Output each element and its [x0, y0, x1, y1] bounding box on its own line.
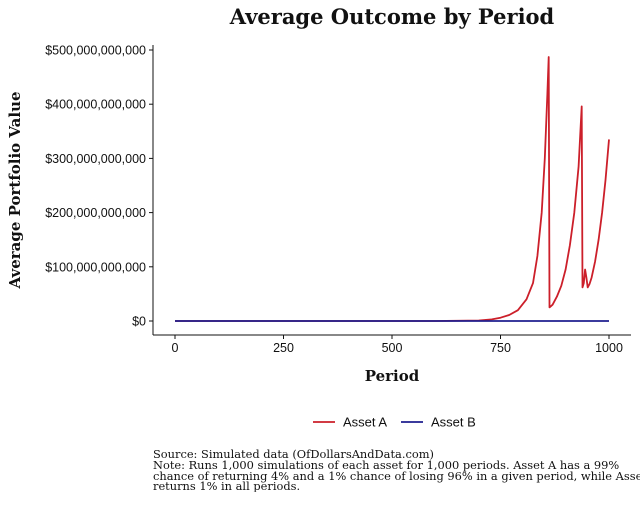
chart: Average Outcome by Period Average Portfo…	[6, 4, 631, 430]
x-tick-label: 250	[273, 341, 294, 355]
legend: Asset A Asset B	[313, 415, 476, 430]
x-tick-label: 500	[382, 341, 403, 355]
chart-notes: Source: Simulated data (OfDollarsAndData…	[153, 449, 640, 492]
series-layer	[175, 56, 610, 322]
x-tick-label: 0	[172, 341, 179, 355]
chart-title: Average Outcome by Period	[229, 4, 555, 29]
y-tick-label: $100,000,000,000	[45, 260, 146, 274]
axes: $0 $100,000,000,000 $200,000,000,000 $300,0…	[45, 44, 631, 355]
legend-label: Asset B	[431, 415, 476, 430]
x-axis-title: Period	[365, 367, 420, 385]
source-note: Source: Simulated data (OfDollarsAndData…	[153, 449, 434, 461]
note-line-3: returns 1% in all periods.	[153, 479, 301, 493]
y-axis-title: Average Portfolio Value	[6, 91, 24, 289]
y-tick-label: $500,000,000,000	[45, 44, 146, 58]
series-line-asset-a	[175, 56, 610, 322]
note-line-2: chance of returning 4% and a 1% chance o…	[153, 468, 640, 483]
legend-label: Asset A	[343, 415, 387, 430]
y-tick-label: $400,000,000,000	[45, 98, 146, 112]
x-tick-label: 750	[490, 341, 511, 355]
y-tick-label: $300,000,000,000	[45, 152, 146, 166]
y-tick-label: $200,000,000,000	[45, 206, 146, 220]
y-tick-label: $0	[132, 315, 146, 329]
note-line-1: Note: Runs 1,000 simulations of each ass…	[153, 457, 620, 472]
x-tick-label: 1000	[595, 341, 623, 355]
